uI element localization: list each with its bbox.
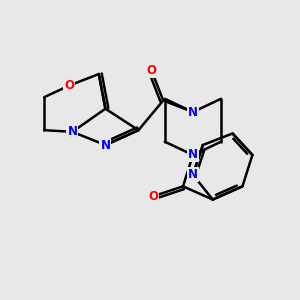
Text: N: N [100, 139, 110, 152]
Text: N: N [188, 168, 198, 181]
Text: N: N [188, 106, 198, 118]
Text: O: O [148, 190, 158, 203]
Text: N: N [68, 125, 77, 138]
Text: O: O [64, 79, 74, 92]
Text: O: O [147, 64, 157, 77]
Text: N: N [188, 148, 198, 161]
